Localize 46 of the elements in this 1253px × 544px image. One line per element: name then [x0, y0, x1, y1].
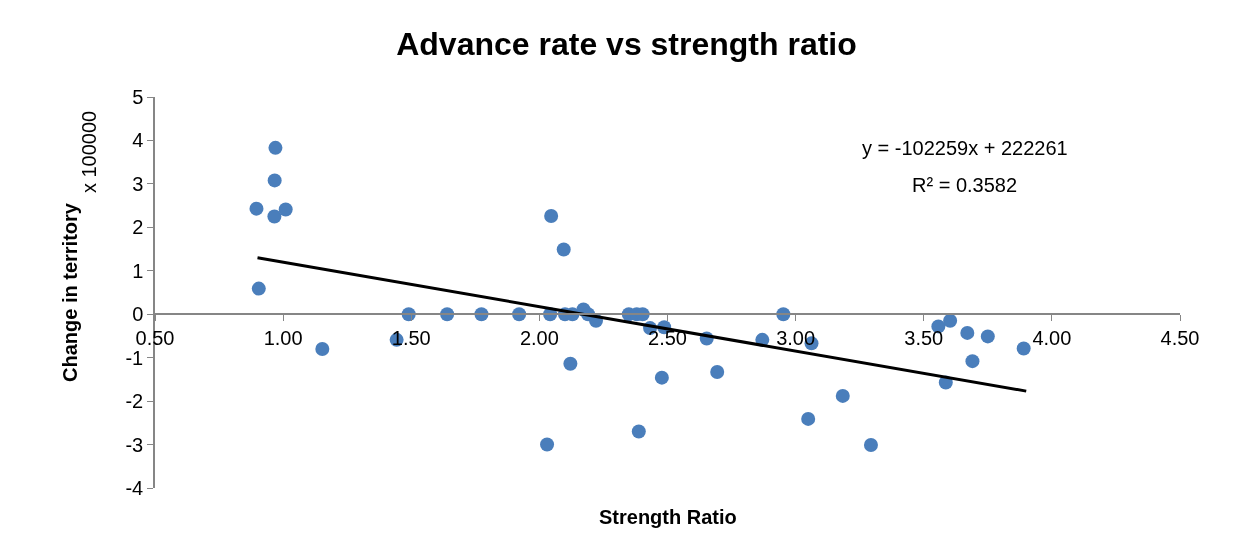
y-tick-label: -4 [125, 477, 144, 499]
point [251, 281, 266, 296]
x-tick-label: 1.00 [263, 326, 303, 349]
y-tick-label: 3 [132, 172, 144, 195]
point [563, 356, 578, 371]
point [965, 354, 980, 369]
y-tick-label: 1 [132, 259, 144, 282]
point [544, 209, 559, 224]
x-tick-label: 4.50 [1160, 326, 1200, 349]
y-tick-label: -2 [125, 390, 144, 413]
point [267, 173, 282, 188]
y-tick-label: 5 [132, 86, 144, 108]
x-tick-label: 2.50 [648, 326, 687, 349]
point [943, 313, 958, 328]
x-tick-label: 4.00 [1032, 326, 1072, 349]
point [1016, 341, 1031, 356]
y-tick-label: -1 [125, 346, 144, 369]
annotation: R² = 0.3582 [912, 174, 1018, 196]
point [249, 201, 264, 216]
point [960, 325, 975, 340]
y-tick-label: 2 [132, 216, 144, 239]
point [631, 424, 646, 439]
point [268, 140, 283, 155]
y-tick-label: -3 [125, 433, 144, 456]
x-tick-label: 2.00 [519, 326, 559, 349]
point [863, 437, 878, 452]
point [540, 437, 555, 452]
chart-title: Advance rate vs strength ratio [396, 26, 857, 63]
point [654, 370, 669, 385]
point [278, 202, 293, 217]
y-tick-label: 4 [132, 129, 144, 152]
y-axis-title: Change in territory [59, 202, 82, 382]
point [315, 341, 330, 356]
point [556, 242, 571, 257]
point [267, 209, 282, 224]
annotation: y = -102259x + 222261 [862, 137, 1068, 159]
point [710, 365, 725, 379]
point [980, 329, 995, 344]
x-axis-title: Strength Ratio [599, 506, 737, 528]
point [801, 411, 816, 426]
text: x 100000 [77, 110, 100, 194]
y-tick-label: 0 [132, 303, 144, 326]
point [835, 388, 850, 403]
x-tick-label: 0.50 [135, 326, 175, 349]
x-tick-label: 3.00 [776, 326, 816, 349]
x-tick-label: 3.50 [904, 326, 944, 349]
